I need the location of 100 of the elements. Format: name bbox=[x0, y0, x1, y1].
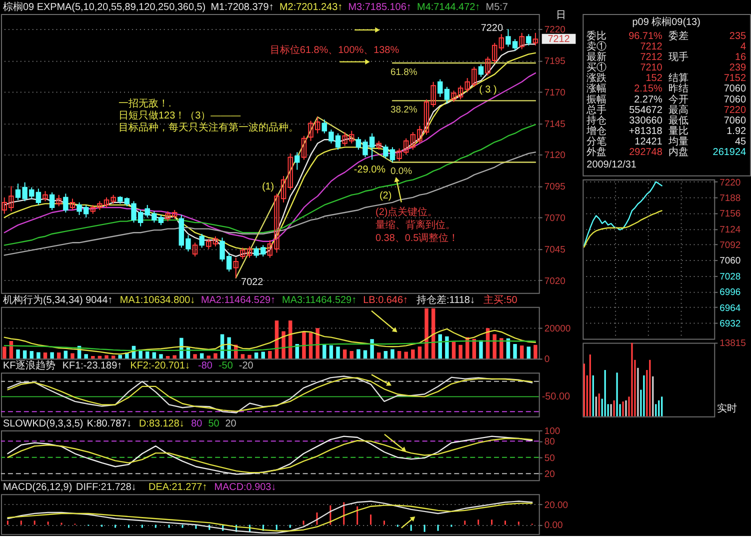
y-tick-label: 7120 bbox=[544, 150, 566, 162]
chart-title: MACD(26,12,9) bbox=[2, 482, 72, 494]
text: 7152 bbox=[724, 73, 746, 84]
y-tick-label: 7124 bbox=[720, 224, 741, 236]
y-tick-label: 7020 bbox=[544, 276, 566, 287]
y-tick-label: 7220 bbox=[544, 24, 566, 36]
text: +81318 bbox=[628, 126, 663, 137]
y-tick-label: 7145 bbox=[544, 118, 566, 130]
series-label: KF2:-20.701↓ bbox=[130, 360, 190, 372]
text: 7212 bbox=[640, 41, 663, 52]
text: 261924 bbox=[712, 147, 746, 158]
chart-title: KF逐浪趋势 bbox=[2, 360, 56, 372]
series-label: 0.0% bbox=[390, 166, 413, 178]
series-label: KF1:-23.189↑ bbox=[62, 360, 122, 372]
annotation: 0.38、0.5调整位！ bbox=[376, 232, 459, 244]
text: 结算 bbox=[668, 72, 688, 84]
text: 235 bbox=[729, 30, 746, 42]
text: 292748 bbox=[629, 147, 663, 158]
text: 2.15% bbox=[634, 84, 662, 95]
text: 16 bbox=[734, 52, 746, 64]
text: 增仓 bbox=[586, 124, 607, 137]
text: 7210 bbox=[640, 62, 663, 74]
y-tick-label: 7195 bbox=[544, 56, 566, 67]
text: 买① bbox=[586, 62, 607, 74]
chart-title: 机构行为(5,34,34) 9044↑ bbox=[2, 294, 113, 306]
text: 最低 bbox=[668, 115, 688, 126]
annotation: 7022 bbox=[241, 276, 264, 288]
text: 45 bbox=[734, 136, 746, 148]
text: 量比 bbox=[668, 124, 688, 137]
text: LB:0.646↑ bbox=[363, 294, 408, 306]
y-tick-label: 7070 bbox=[544, 213, 566, 224]
annotation: 目标品种，每天只关注有第一波的品种。 bbox=[118, 122, 299, 134]
text: 现手 bbox=[668, 51, 688, 64]
y-tick-label: 6964 bbox=[720, 302, 741, 314]
text: 7212 bbox=[640, 52, 663, 64]
text: -80 bbox=[198, 360, 213, 372]
text: 96.71% bbox=[628, 30, 662, 42]
annotation: (2) bbox=[379, 190, 392, 202]
text: DEA:21.277↑ bbox=[148, 482, 208, 494]
y-tick-label: 7170 bbox=[544, 87, 566, 98]
annotation: 目标位61.8%、100%、138% bbox=[270, 44, 400, 56]
text: 330660 bbox=[629, 115, 663, 126]
y-tick-label: 6996 bbox=[720, 287, 741, 298]
text: 持仓差:1118↓ bbox=[416, 294, 475, 306]
text: M3:7185.106↑ bbox=[348, 2, 412, 14]
annotation: ( 3 ) bbox=[479, 84, 497, 96]
y-tick-label: 20 bbox=[544, 469, 555, 480]
y-tick-label: 50 bbox=[544, 452, 555, 464]
y-tick-label: 7156 bbox=[720, 208, 741, 220]
y-tick-label: 13815 bbox=[720, 338, 746, 350]
y-tick-label: 7045 bbox=[544, 244, 566, 256]
text: 日 bbox=[556, 10, 566, 21]
text: 152 bbox=[646, 73, 663, 84]
y-tick-label: 7220 bbox=[720, 177, 741, 188]
text: p09 棕榈09(13) bbox=[632, 16, 700, 28]
text: 卖① bbox=[586, 40, 607, 52]
y-tick-label: 20.00 bbox=[544, 500, 568, 511]
text: 2009/12/31 bbox=[586, 159, 637, 170]
text: 今开 bbox=[668, 93, 688, 106]
text: 4 bbox=[740, 41, 746, 52]
text: 最高 bbox=[668, 104, 688, 116]
y-tick-label: 7028 bbox=[720, 271, 741, 282]
series-label: 61.8% bbox=[390, 66, 418, 78]
text: 239 bbox=[729, 62, 746, 74]
y-tick-label: 7188 bbox=[720, 192, 741, 204]
text: K:80.787↓ bbox=[86, 418, 132, 430]
series-label: 38.2% bbox=[390, 104, 418, 116]
text: -20 bbox=[238, 360, 254, 372]
y-tick-label: 7095 bbox=[544, 182, 566, 193]
text: 2.27% bbox=[634, 94, 662, 106]
text: 外盘 bbox=[586, 146, 607, 158]
legend-label: MA2:11464.529↑ bbox=[200, 294, 276, 306]
text: 涨跌 bbox=[586, 72, 607, 84]
annotation: 量缩、背离到位。 bbox=[376, 219, 456, 232]
annotation: 日短只做123！（3）——— bbox=[118, 110, 241, 122]
y-tick-label: 0 bbox=[544, 354, 550, 366]
text: 委比 bbox=[586, 30, 607, 42]
annotation: 7220 bbox=[480, 22, 504, 34]
y-tick-label: 100 bbox=[544, 426, 560, 437]
text: 分笔 bbox=[586, 135, 607, 148]
text: M2:7201.243↑ bbox=[280, 2, 343, 14]
annotation: 一招无敌！. bbox=[118, 98, 172, 110]
text: 主买:50 bbox=[483, 294, 518, 306]
annotation: (2)点关键位。 bbox=[376, 206, 438, 218]
annotation: -29.0% bbox=[354, 164, 386, 176]
text: M1:7208.379↑ bbox=[210, 2, 274, 14]
text: 均量 bbox=[667, 135, 688, 148]
text: 涨幅 bbox=[586, 82, 607, 95]
ref-line-label: 50 bbox=[208, 418, 220, 430]
text: M4:7144.472↑ bbox=[417, 2, 480, 14]
text: MA3:11464.529↑ bbox=[282, 294, 357, 306]
text: MA1:10634.800↓ bbox=[120, 294, 196, 306]
text: 7212 bbox=[548, 34, 570, 45]
text: -50 bbox=[218, 360, 234, 372]
chart-title: 棕榈09 EXPMA(5,10,20,55,89,120,250,360,5) bbox=[2, 1, 206, 14]
chart-title: SLOWKD(9,3,3,5) bbox=[2, 418, 84, 430]
ref-line-label: 80 bbox=[191, 418, 203, 430]
text: 554672 bbox=[629, 104, 663, 116]
text: 总手 bbox=[586, 104, 607, 116]
text: DIFF:21.728↓ bbox=[76, 482, 136, 494]
